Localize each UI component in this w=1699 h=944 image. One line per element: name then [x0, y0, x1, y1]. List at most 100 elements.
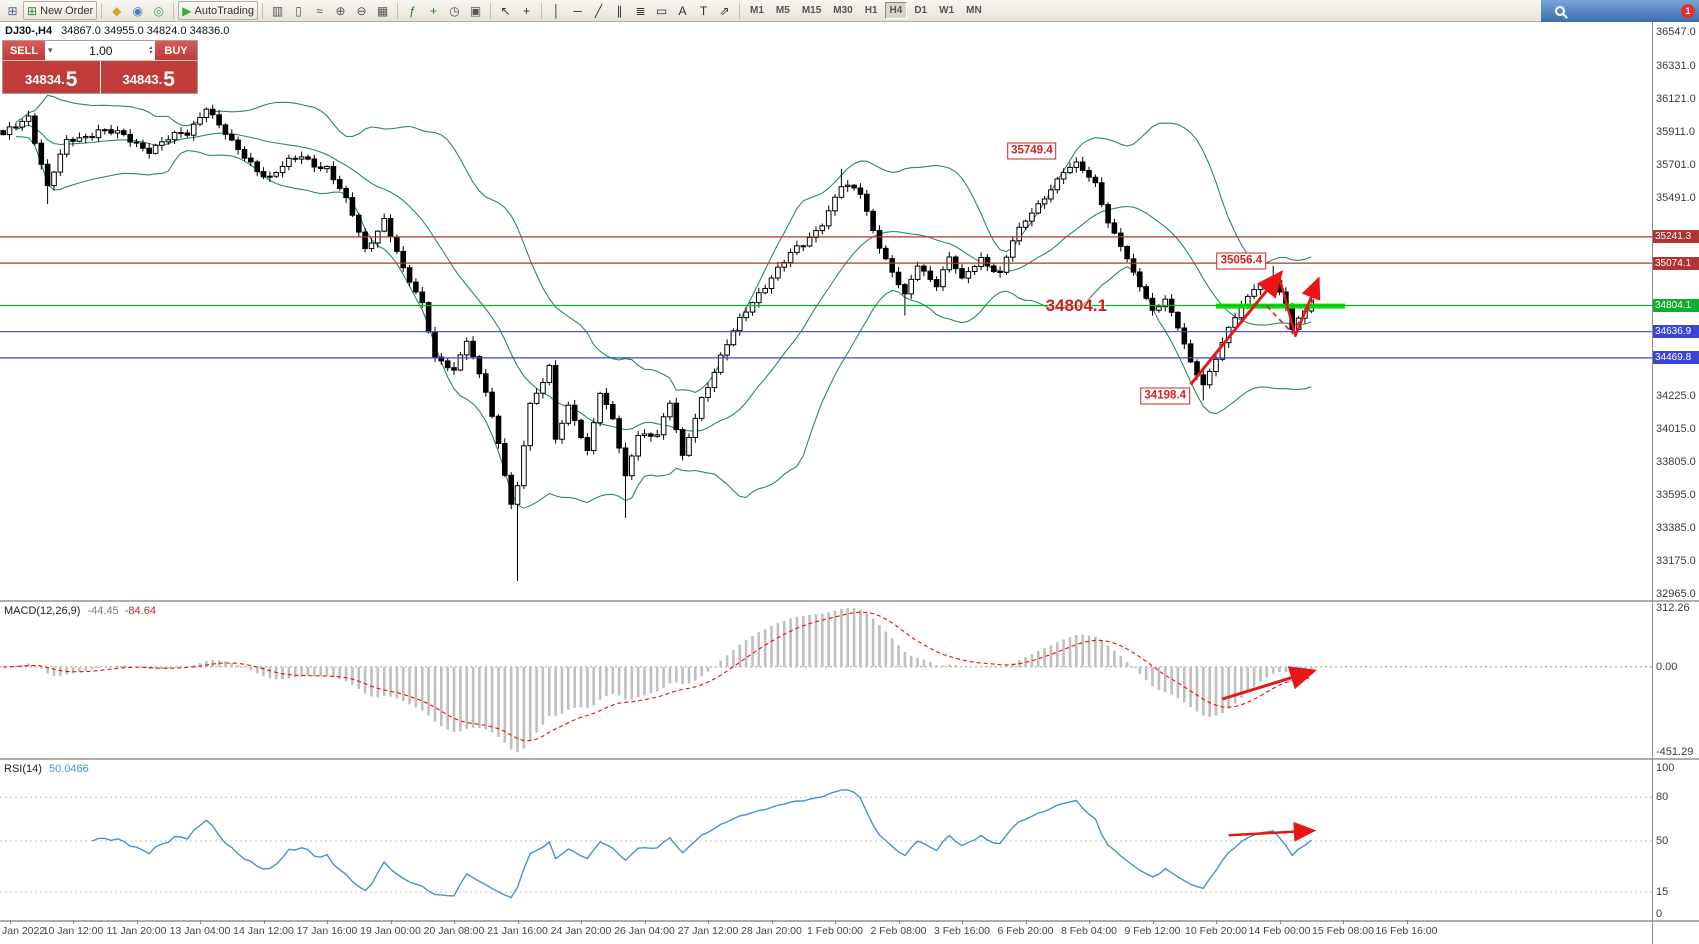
- spinner-down-icon[interactable]: ▾: [148, 49, 152, 56]
- periods-icon[interactable]: ◷: [444, 1, 465, 20]
- timeframe-d1[interactable]: D1: [909, 2, 932, 19]
- panel-divider[interactable]: [0, 758, 1699, 760]
- arrows-icon[interactable]: ⇗: [714, 1, 735, 20]
- price-scale-label: 33175.0: [1656, 555, 1696, 568]
- indicators-icon[interactable]: ƒ: [402, 1, 423, 20]
- trend-arrow[interactable]: [1278, 276, 1321, 338]
- one-click-trading-widget: SELL ▾ ▴ ▾ BUY 34834.5 34843.5: [2, 40, 198, 94]
- volume-spinner[interactable]: ▴ ▾: [148, 44, 152, 56]
- price-scale-label: 34015.0: [1656, 423, 1696, 436]
- time-axis-label: 16 Feb 16:00: [1375, 925, 1438, 937]
- tile-windows-icon[interactable]: ▦: [372, 1, 393, 20]
- rsi-label: RSI(14) 50.0466: [4, 763, 89, 775]
- time-axis-label: 24 Jan 20:00: [550, 925, 612, 937]
- channel-icon[interactable]: ∥: [609, 1, 630, 20]
- rsi-scale-label: 15: [1656, 886, 1669, 899]
- fibonacci-icon[interactable]: ≣: [630, 1, 651, 20]
- volume-dropdown-icon[interactable]: ▾: [48, 45, 53, 55]
- timeframe-mn[interactable]: MN: [961, 2, 987, 19]
- alerts-icon[interactable]: ◉: [127, 1, 148, 20]
- price-annotation[interactable]: 35749.4: [1007, 142, 1057, 160]
- notification-badge[interactable]: 1: [1681, 4, 1695, 18]
- buy-button[interactable]: BUY: [155, 41, 197, 60]
- hline-price-tag: 34636.9: [1653, 325, 1699, 339]
- time-axis-label: 2 Feb 08:00: [870, 925, 927, 937]
- cursor-icon[interactable]: ↖: [495, 1, 516, 20]
- trend-arrow[interactable]: [1221, 666, 1318, 701]
- candlestick-icon[interactable]: ▯: [288, 1, 309, 20]
- search-icon[interactable]: [1555, 6, 1565, 16]
- timeframe-m15[interactable]: M15: [797, 2, 826, 19]
- macd-signal-line: [3, 611, 1312, 742]
- timeframe-h1[interactable]: H1: [860, 2, 883, 19]
- trend-arrow[interactable]: [1266, 297, 1316, 334]
- label-icon[interactable]: T: [693, 1, 714, 20]
- spinner-up-icon[interactable]: ▴: [148, 44, 152, 51]
- bar-chart-icon[interactable]: ▥: [267, 1, 288, 20]
- macd-signal-value: -84.64: [124, 605, 156, 617]
- new-chart-icon[interactable]: ⊞: [2, 1, 23, 20]
- autotrading-button[interactable]: ▶ AutoTrading: [178, 1, 259, 20]
- buy-price[interactable]: 34843. 5: [100, 61, 197, 93]
- price-scale-label: 33805.0: [1656, 456, 1696, 469]
- macd-label: MACD(12,26,9) -44.45 -84.64: [4, 605, 156, 617]
- toolbar-separator: [101, 2, 103, 19]
- price-annotation[interactable]: 34804.1: [1045, 296, 1108, 316]
- volume-input[interactable]: [70, 43, 131, 58]
- trend-arrow[interactable]: [1228, 821, 1317, 842]
- price-annotation[interactable]: 34198.4: [1140, 387, 1190, 405]
- time-axis-label: 27 Jan 12:00: [677, 925, 739, 937]
- text-icon[interactable]: A: [672, 1, 693, 20]
- time-axis-label: 10 Feb 20:00: [1185, 925, 1247, 937]
- hline-price-tag: 35241.3: [1653, 230, 1699, 244]
- news-icon[interactable]: ◎: [148, 1, 169, 20]
- time-axis-label: 10 Jan 12:00: [42, 925, 104, 937]
- time-axis-label: 20 Jan 08:00: [423, 925, 485, 937]
- toolbar-separator: [397, 2, 399, 19]
- symbol-ohlc: 34867.0 34955.0 34824.0 34836.0: [61, 25, 230, 37]
- new-order-label: New Order: [40, 4, 94, 17]
- panel-divider[interactable]: [0, 920, 1699, 922]
- time-axis-label: 14 Jan 12:00: [233, 925, 294, 937]
- macd-main-value: -44.45: [87, 605, 119, 617]
- sell-price[interactable]: 34834. 5: [3, 61, 101, 93]
- price-scale-label: 35911.0: [1656, 125, 1695, 138]
- crosshair-icon[interactable]: +: [516, 1, 537, 20]
- zoom-out-icon[interactable]: ⊖: [351, 1, 372, 20]
- horizontal-line-icon[interactable]: ─: [567, 1, 588, 20]
- volume-control: ▾ ▴ ▾: [45, 41, 155, 60]
- rsi-panel[interactable]: [0, 760, 1652, 920]
- time-axis-label: 13 Jan 04:00: [169, 925, 231, 937]
- panel-divider[interactable]: [0, 600, 1699, 602]
- price-scale-label: 36331.0: [1656, 59, 1696, 72]
- price-scale-label: 36547.0: [1656, 26, 1696, 38]
- vertical-line-icon[interactable]: │: [546, 1, 567, 20]
- line-chart-icon[interactable]: ≈: [309, 1, 330, 20]
- trend-arrow[interactable]: [1189, 270, 1284, 386]
- autotrading-icon: ▶: [182, 3, 192, 18]
- new-order-button[interactable]: ⊞ New Order: [23, 1, 98, 20]
- zoom-in-icon[interactable]: ⊕: [330, 1, 351, 20]
- bollinger-bands: [15, 94, 1312, 509]
- shapes-icon[interactable]: ▭: [651, 1, 672, 20]
- market-watch-icon[interactable]: ◆: [106, 1, 127, 20]
- toolbar-search-area: 1: [1541, 0, 1699, 22]
- timeframe-m5[interactable]: M5: [771, 2, 795, 19]
- timeframe-w1[interactable]: W1: [934, 2, 959, 19]
- timeframe-m1[interactable]: M1: [745, 2, 769, 19]
- trendline-icon[interactable]: ╱: [588, 1, 609, 20]
- macd-panel[interactable]: [0, 602, 1652, 758]
- sell-button[interactable]: SELL: [3, 41, 45, 60]
- symbol-name: DJ30-,H4: [5, 25, 53, 37]
- rsi-name: RSI(14): [4, 763, 42, 775]
- macd-name: MACD(12,26,9): [4, 605, 81, 617]
- timeframe-h4[interactable]: H4: [884, 2, 908, 19]
- templates-icon[interactable]: ▣: [465, 1, 486, 20]
- price-chart-panel[interactable]: [0, 22, 1652, 600]
- timeframe-m30[interactable]: M30: [828, 2, 857, 19]
- macd-scale-label: 0.00: [1656, 660, 1678, 673]
- add-indicator-icon[interactable]: +: [423, 1, 444, 20]
- price-annotation[interactable]: 35056.4: [1216, 252, 1267, 270]
- symbol-info: DJ30-,H4 34867.0 34955.0 34824.0 34836.0: [5, 25, 229, 37]
